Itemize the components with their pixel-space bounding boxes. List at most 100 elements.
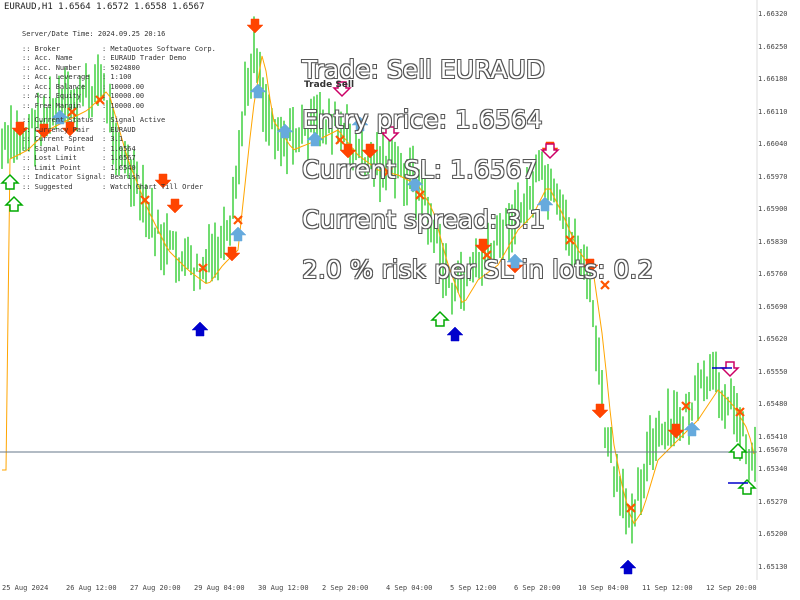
buy-arrow-icon [406, 176, 424, 192]
info-row: :: Acc. Balance : 10000.00 [22, 83, 216, 93]
price-tick-label: 1.66180 [758, 75, 788, 83]
info-key: :: Acc. Name [22, 54, 73, 62]
time-tick-label: 26 Aug 12:00 [66, 584, 117, 592]
exit-cross-marker [233, 215, 243, 225]
hollow-buy-arrow-icon [430, 310, 450, 327]
exit-cross-marker [681, 401, 691, 411]
price-tick-label: 1.65480 [758, 400, 788, 408]
price-tick-label: 1.65200 [758, 530, 788, 538]
info-value: : MetaQuotes Software Corp. [102, 44, 216, 53]
price-tick-label: 1.65830 [758, 237, 788, 246]
time-tick-label: 10 Sep 04:00 [578, 584, 629, 592]
info-row: :: Free Margin : 10000.00 [22, 102, 216, 112]
info-key: :: Signal Point [22, 144, 86, 153]
info-panel: Server/Date Time: 2024.09.25 20:16 :: Br… [22, 30, 216, 192]
buy-arrow-icon [351, 116, 369, 132]
hollow-sell-arrow-icon [332, 81, 352, 98]
info-row: :: Lost Limit : 1.6567 [22, 154, 216, 164]
info-value: : Signal Active [102, 116, 166, 124]
buy-arrow-icon [506, 253, 524, 269]
exit-cross-marker [335, 135, 345, 145]
info-row: :: Acc. Name : EURAUD Trader Demo [22, 54, 216, 64]
info-value: : 1.6567 [102, 154, 136, 162]
info-value: : 1:100 [102, 73, 132, 81]
info-value: : 3.1 [102, 135, 124, 143]
sell-arrow-icon [361, 143, 379, 159]
sell-arrow-icon [35, 123, 53, 139]
info-key: :: Current Spread [22, 135, 94, 143]
time-tick-label: 12 Sep 20:00 [706, 584, 757, 592]
risk-lots-label: 2.0 % risk per SL in lots: 0.2 [302, 255, 654, 284]
sell-arrow-icon [223, 246, 241, 262]
price-tick-label: 1.65900 [758, 205, 788, 213]
server-time: Server/Date Time: 2024.09.25 20:16 [22, 30, 166, 38]
sell-arrow-icon [474, 238, 492, 254]
price-tick-label: 1.65970 [758, 172, 788, 181]
hollow-sell-arrow-icon [720, 361, 740, 378]
info-row: :: Signal Point : 1.6564 [22, 145, 216, 155]
info-row: :: Acc. Equity: 10000.00 [22, 92, 216, 102]
hollow-sell-arrow-icon [380, 126, 400, 143]
exit-cross-marker [198, 263, 208, 273]
info-value: : EURAUD Trader Demo [102, 54, 187, 62]
sell-arrow-icon [246, 18, 264, 34]
symbol-header: EURAUD,H1 1.6564 1.6572 1.6558 1.6567 [4, 2, 205, 12]
info-key: :: Lost Limit [22, 154, 77, 162]
info-value: : Bearish [102, 173, 140, 181]
price-tick-label: 1.65130 [758, 562, 788, 571]
info-row: :: Indicator Signal: Bearish [22, 173, 216, 183]
strong-buy-arrow-icon [446, 326, 464, 342]
info-value: : 1.6564 [102, 144, 136, 153]
signal-marker-label: Trade Sell [304, 80, 355, 90]
buy-arrow-icon [536, 196, 554, 212]
price-tick-label: 1.65760 [758, 270, 788, 278]
time-tick-label: 4 Sep 04:00 [386, 584, 433, 592]
buy-arrow-icon [229, 226, 247, 242]
info-value: : 10000.00 [102, 82, 145, 91]
info-key: :: Currency Pair [22, 125, 90, 134]
info-key: :: Acc. Leverage [22, 73, 90, 81]
info-row: :: Suggested: Watch Chart Till Order [22, 183, 216, 193]
price-tick-label: 1.65620 [758, 335, 788, 343]
sell-arrow-icon [166, 198, 184, 214]
info-row: :: Acc. Leverage : 1:100 [22, 73, 216, 83]
info-key: :: Acc. Number [22, 63, 82, 72]
exit-cross-marker [95, 95, 105, 105]
buy-arrow-icon [276, 123, 294, 139]
sell-arrow-icon [11, 121, 29, 137]
sell-arrow-icon [591, 403, 609, 419]
buy-arrow-icon [683, 421, 701, 437]
price-tick-label: 1.65550 [758, 367, 788, 376]
hollow-buy-arrow-icon [4, 195, 24, 212]
info-key: :: Acc. Balance [22, 82, 86, 91]
price-tick-label: 1.65340 [758, 465, 788, 473]
info-value: : 5024800 [102, 63, 140, 72]
exit-cross-marker [565, 235, 575, 245]
price-tick-label: 1.66040 [758, 140, 788, 148]
signals-layer [0, 18, 757, 575]
hollow-buy-arrow-icon [737, 478, 757, 495]
info-row: :: Acc. Number : 5024800 [22, 64, 216, 74]
buy-arrow-icon [249, 83, 267, 99]
info-key: :: Acc. Equity [22, 92, 82, 100]
sell-arrow-icon [339, 143, 357, 159]
price-tick-label: 1.66250 [758, 42, 788, 51]
exit-cross-marker [415, 190, 425, 200]
info-key: :: Indicator Signal [22, 173, 103, 181]
info-value: : 10000.00 [102, 101, 145, 110]
info-row: :: Broker : MetaQuotes Software Corp. [22, 45, 216, 55]
strong-buy-arrow-icon [619, 559, 637, 575]
exit-cross-marker [67, 107, 77, 117]
exit-cross-marker [383, 167, 393, 177]
time-tick-label: 30 Aug 12:00 [258, 584, 309, 592]
time-tick-label: 25 Aug 2024 [2, 584, 49, 592]
info-key: :: Broker [22, 44, 60, 53]
hollow-buy-arrow-icon [728, 442, 748, 459]
info-row: :: Currency Pair : EURAUD [22, 126, 216, 136]
current-sl-label: Current SL: 1.6567 [302, 155, 538, 184]
price-tick-label: 1.65270 [758, 497, 788, 506]
price-tick-label: 1.65690 [758, 302, 788, 311]
info-key: :: Free Margin [22, 101, 82, 110]
info-value: : EURAUD [102, 125, 136, 134]
